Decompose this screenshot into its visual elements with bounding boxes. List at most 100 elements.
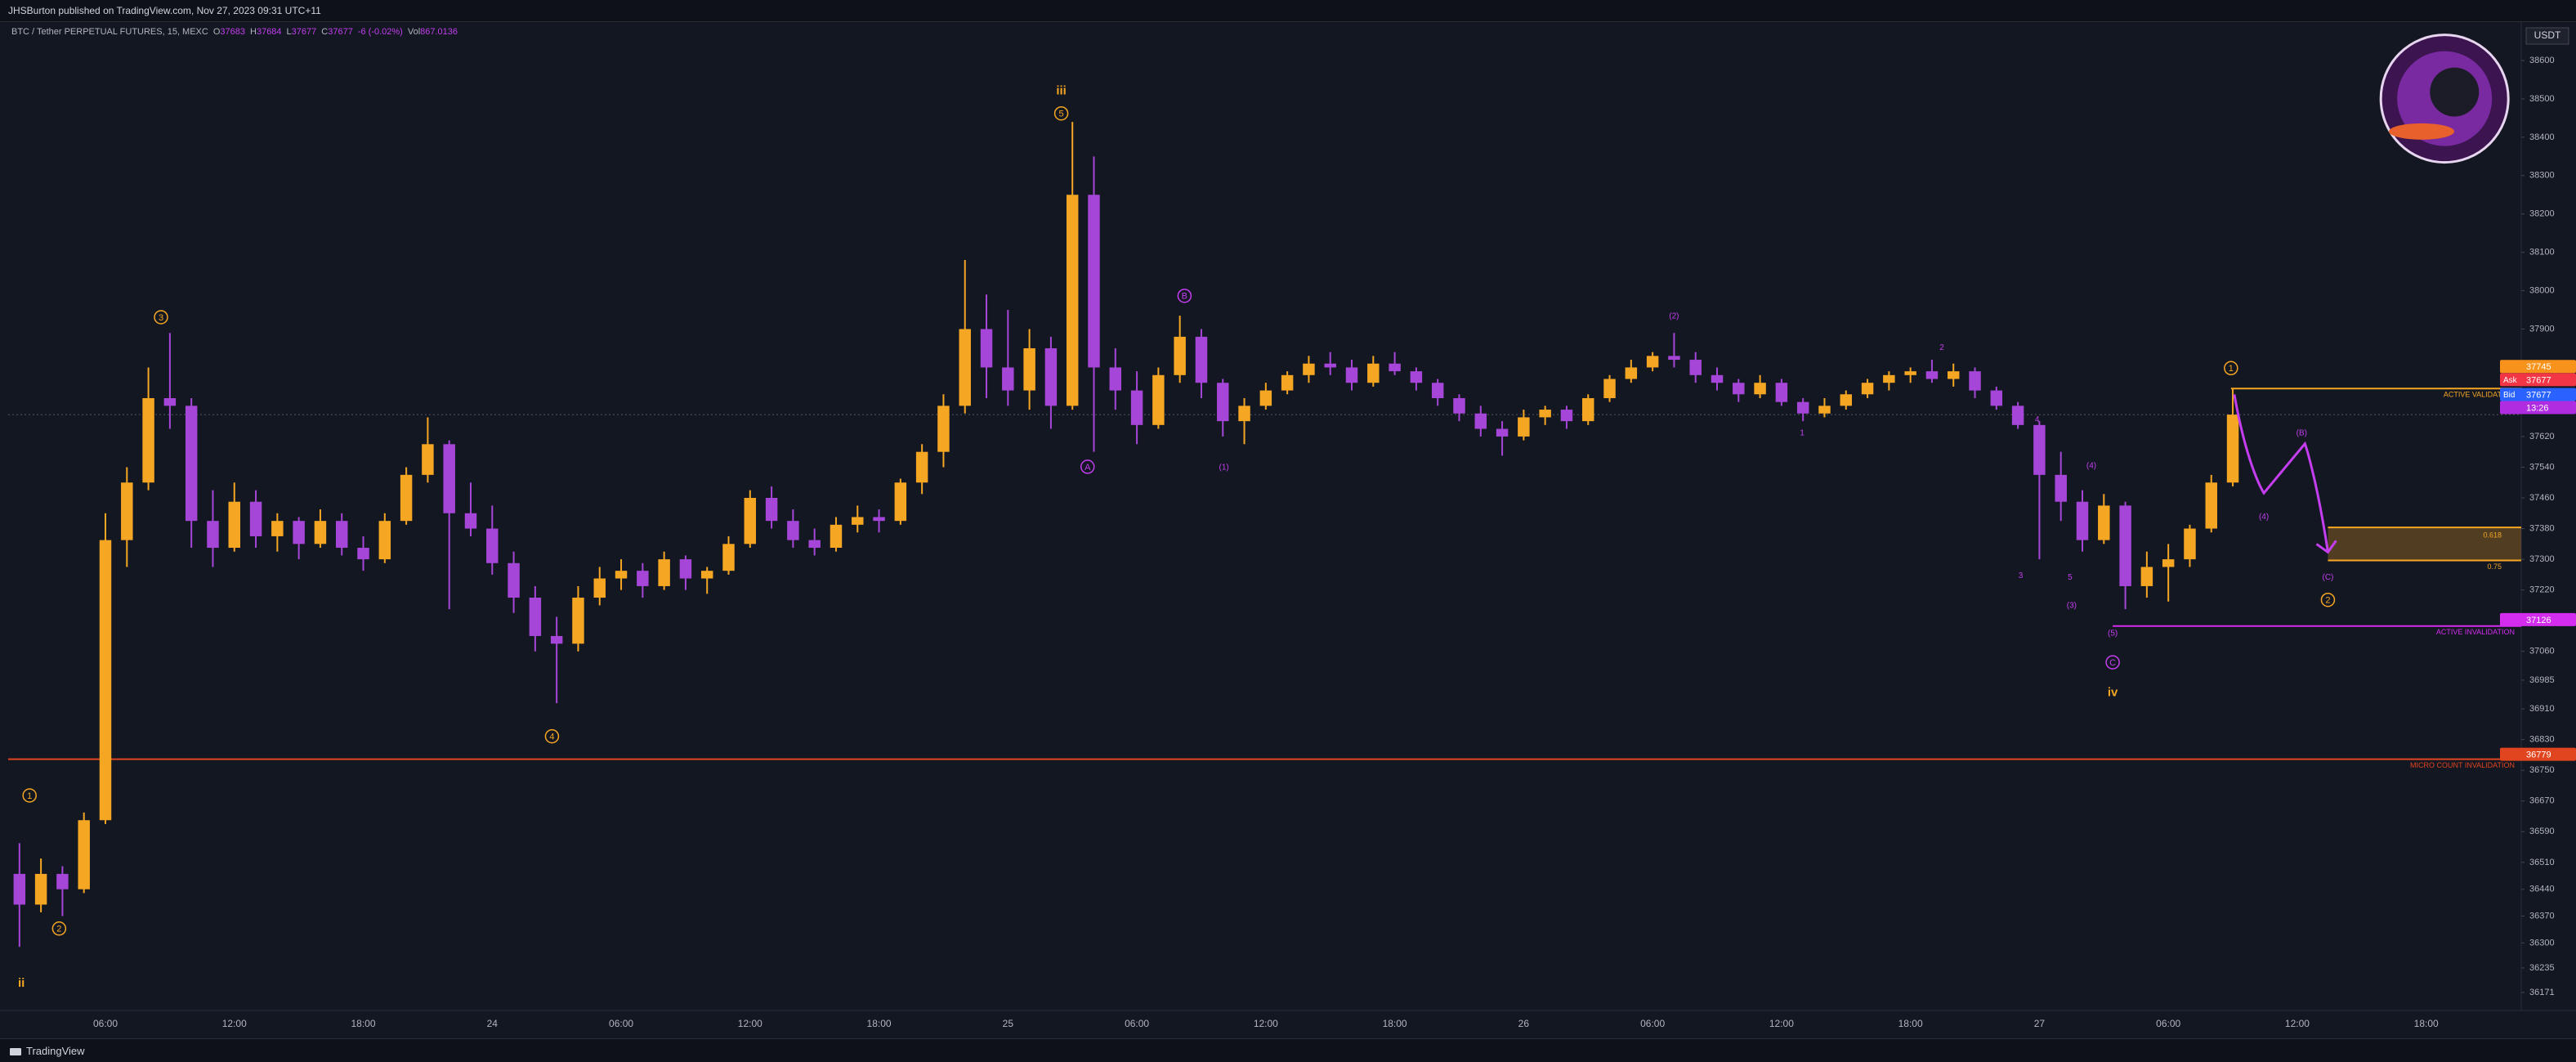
- wave-circle: [51, 921, 67, 936]
- candle-body: [99, 540, 112, 821]
- candle-body: [271, 521, 284, 536]
- level-label: ACTIVE VALIDATION: [2444, 391, 2515, 399]
- candle-body: [228, 501, 240, 549]
- publisher: JHSBurton published on TradingView.com, …: [8, 5, 321, 16]
- candle-body: [700, 571, 713, 579]
- wave-label: (1): [1219, 464, 1228, 473]
- y-tick-label: 36370: [2529, 911, 2555, 921]
- candle-body: [529, 598, 542, 636]
- avatar: [2379, 34, 2510, 164]
- wave-label: 2: [56, 925, 61, 934]
- y-tick-label: 38600: [2529, 56, 2555, 65]
- candle-body: [550, 635, 563, 644]
- chart: USDT 38600 38500 38400 38300 38200 38100 38000 3…: [0, 21, 2576, 1029]
- x-tick-label: 06:00: [93, 1018, 118, 1029]
- wave-label: iv: [2108, 685, 2118, 699]
- candle-body: [422, 444, 434, 475]
- candle-body: [1066, 195, 1079, 406]
- x-tick-label: 12:00: [2285, 1018, 2310, 1029]
- candle-body: [593, 578, 606, 598]
- x-tick-label: 27: [2034, 1018, 2046, 1029]
- candle-body: [464, 513, 477, 529]
- candle-body: [658, 559, 670, 586]
- legend-key: O: [212, 27, 221, 37]
- candle-body: [2076, 501, 2089, 540]
- legend-key: H: [250, 27, 257, 37]
- candle-body: [915, 451, 928, 483]
- candle-body: [293, 521, 305, 544]
- wave-label: (B): [2296, 428, 2307, 437]
- price-tag: [2500, 612, 2576, 626]
- y-tick-label: 36750: [2529, 765, 2555, 775]
- candle-body: [1711, 374, 1724, 383]
- candle-body: [1088, 195, 1100, 368]
- wave-label: (5): [2108, 630, 2118, 639]
- price-tag-name: Bid: [2503, 391, 2515, 400]
- candle-body: [378, 521, 391, 560]
- wave-circle: [2224, 361, 2238, 376]
- unit-label: USDT: [2534, 29, 2561, 41]
- candle-body: [572, 598, 584, 644]
- y-tick-label: 38300: [2529, 171, 2555, 181]
- candle-body: [1925, 371, 1939, 379]
- wave-label: (3): [2067, 601, 2077, 610]
- publish-bar: JHSBurton published on TradingView.com, …: [0, 0, 2576, 22]
- legend-key: Vol: [407, 27, 421, 37]
- candle-body: [13, 873, 26, 905]
- fib-label: 0.75: [2487, 562, 2502, 571]
- y-tick-label: 37620: [2529, 432, 2555, 441]
- wave-circle: [1080, 459, 1095, 474]
- candle-body: [1818, 406, 1831, 414]
- wave-label: 1: [2229, 364, 2234, 374]
- y-tick-label: 36670: [2529, 796, 2555, 806]
- candle-body: [335, 521, 348, 549]
- candle-body: [78, 820, 90, 889]
- candle-body: [1539, 410, 1551, 418]
- wave-circle: [2320, 592, 2336, 607]
- y-tick-label: 36440: [2529, 885, 2555, 894]
- wave-label: (4): [2086, 462, 2096, 471]
- wave-label: C: [2109, 658, 2116, 668]
- price-tag-label: 37126: [2526, 616, 2551, 625]
- candle-body: [1217, 383, 1229, 422]
- candle-body: [357, 548, 369, 560]
- wave-label: (4): [2259, 513, 2269, 522]
- brand: TradingView: [26, 1045, 85, 1057]
- y-tick-label: 36300: [2529, 938, 2555, 948]
- projection-arrow: [2315, 540, 2337, 554]
- candle-body: [1303, 363, 1315, 375]
- x-tick-label: 06:00: [609, 1018, 633, 1029]
- symbol: BTC / Tether PERPETUAL FUTURES, 15, MEXC: [11, 27, 208, 37]
- candle-body: [852, 517, 864, 525]
- candle-body: [873, 517, 885, 522]
- price-tag: [2500, 747, 2576, 761]
- wave-label: 2: [2325, 596, 2330, 606]
- candle-body: [765, 498, 778, 522]
- wave-label: 5: [1059, 110, 1064, 119]
- candle-body: [1324, 363, 1336, 368]
- candle-body: [808, 540, 821, 549]
- candle-body: [1044, 347, 1058, 406]
- x-tick-label: 12:00: [222, 1018, 247, 1029]
- avatar-figure: [2430, 67, 2480, 117]
- candle-body: [722, 544, 735, 571]
- wave-circle: [1177, 289, 1192, 303]
- wave-label: 1: [1800, 428, 1805, 437]
- candle-body: [1668, 356, 1680, 361]
- candle-body: [1023, 347, 1035, 391]
- candle-body: [400, 474, 413, 522]
- wave-circle: [544, 728, 560, 744]
- y-tick-label: 36830: [2529, 735, 2555, 745]
- unit-box: [2525, 27, 2569, 45]
- candle-body: [1904, 371, 1916, 375]
- y-tick-label: 36235: [2529, 963, 2555, 973]
- candle-body: [207, 521, 219, 549]
- symbol-legend: BTC / Tether PERPETUAL FUTURES, 15, MEXC…: [11, 27, 458, 37]
- wave-circle: [2105, 655, 2120, 670]
- wave-label: (2): [1669, 312, 1679, 321]
- candle-body: [2055, 474, 2067, 502]
- y-tick-label: 38400: [2529, 132, 2555, 142]
- y-tick-label: 36590: [2529, 827, 2555, 836]
- candle-body: [2119, 505, 2131, 586]
